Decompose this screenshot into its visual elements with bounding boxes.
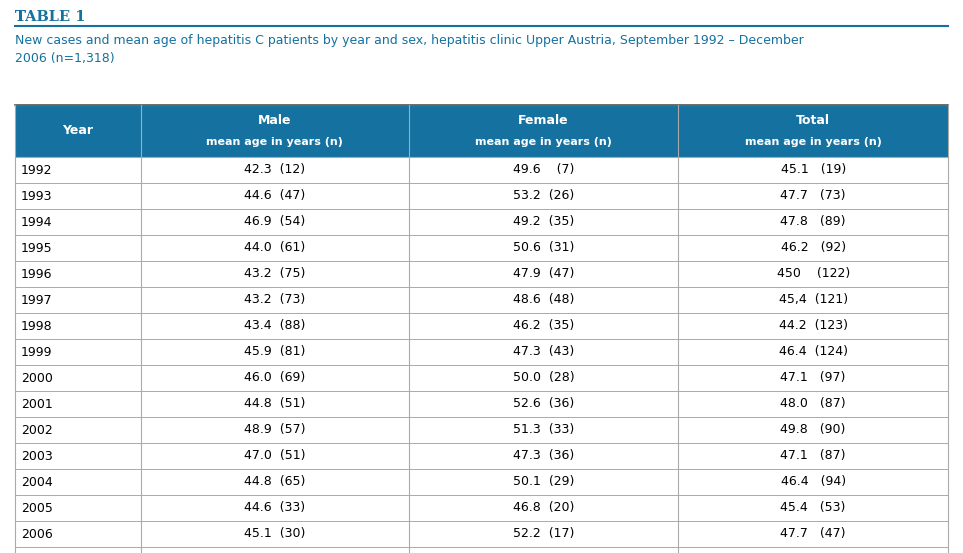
Text: 1999: 1999 — [21, 346, 53, 358]
Bar — [15, 287, 948, 313]
Text: 46.4  (124): 46.4 (124) — [779, 346, 847, 358]
Text: 46.2  (35): 46.2 (35) — [513, 320, 574, 332]
Text: 47.7   (47): 47.7 (47) — [780, 528, 846, 540]
Text: 45,4  (121): 45,4 (121) — [779, 294, 847, 306]
Text: 44.8  (65): 44.8 (65) — [245, 476, 305, 488]
Bar — [15, 495, 948, 521]
Text: 46.0  (69): 46.0 (69) — [245, 372, 305, 384]
Text: 2000: 2000 — [21, 372, 53, 384]
Text: mean age in years (n): mean age in years (n) — [475, 138, 612, 148]
Text: 50.1  (29): 50.1 (29) — [513, 476, 574, 488]
Text: 51.3  (33): 51.3 (33) — [513, 424, 574, 436]
Text: 49.2  (35): 49.2 (35) — [513, 216, 574, 228]
Text: 44.8  (51): 44.8 (51) — [245, 398, 305, 410]
Text: 1995: 1995 — [21, 242, 53, 254]
Bar — [15, 105, 948, 157]
Text: 42.3  (12): 42.3 (12) — [245, 164, 305, 176]
Text: 47.1   (97): 47.1 (97) — [780, 372, 846, 384]
Text: 1998: 1998 — [21, 320, 53, 332]
Bar — [15, 235, 948, 261]
Text: 50.0  (28): 50.0 (28) — [512, 372, 574, 384]
Bar — [15, 261, 948, 287]
Text: 44.0  (61): 44.0 (61) — [245, 242, 305, 254]
Text: 2002: 2002 — [21, 424, 53, 436]
Text: 1996: 1996 — [21, 268, 53, 280]
Text: 45.1  (30): 45.1 (30) — [245, 528, 305, 540]
Text: Year: Year — [63, 124, 93, 138]
Text: Female: Female — [518, 114, 569, 127]
Text: 43.4  (88): 43.4 (88) — [245, 320, 305, 332]
Text: 53.2  (26): 53.2 (26) — [513, 190, 574, 202]
Text: 1992: 1992 — [21, 164, 53, 176]
Text: 45.9  (81): 45.9 (81) — [245, 346, 305, 358]
Bar — [15, 157, 948, 183]
Text: 1997: 1997 — [21, 294, 53, 306]
Text: 46.4   (94): 46.4 (94) — [781, 476, 846, 488]
Text: TABLE 1: TABLE 1 — [15, 10, 86, 24]
Text: 43.2  (73): 43.2 (73) — [245, 294, 305, 306]
Bar — [15, 391, 948, 417]
Text: 46.9  (54): 46.9 (54) — [245, 216, 305, 228]
Text: 1994: 1994 — [21, 216, 53, 228]
Text: 450    (122): 450 (122) — [776, 268, 849, 280]
Text: 44.2  (123): 44.2 (123) — [779, 320, 847, 332]
Bar — [15, 209, 948, 235]
Text: 47.8   (89): 47.8 (89) — [780, 216, 846, 228]
Bar — [15, 339, 948, 365]
Text: 45.1   (19): 45.1 (19) — [781, 164, 846, 176]
Bar — [15, 313, 948, 339]
Text: 2003: 2003 — [21, 450, 53, 462]
Text: 44.6  (33): 44.6 (33) — [245, 502, 305, 514]
Text: Male: Male — [258, 114, 292, 127]
Text: mean age in years (n): mean age in years (n) — [206, 138, 343, 148]
Text: New cases and mean age of hepatitis C patients by year and sex, hepatitis clinic: New cases and mean age of hepatitis C pa… — [15, 34, 804, 65]
Text: 2006: 2006 — [21, 528, 53, 540]
Bar — [15, 183, 948, 209]
Text: 1993: 1993 — [21, 190, 53, 202]
Text: 2004: 2004 — [21, 476, 53, 488]
Bar — [15, 547, 948, 553]
Text: T: T — [15, 10, 26, 24]
Text: 48.9  (57): 48.9 (57) — [244, 424, 305, 436]
Bar — [15, 469, 948, 495]
Text: 47.9  (47): 47.9 (47) — [513, 268, 574, 280]
Text: 45.4   (53): 45.4 (53) — [780, 502, 846, 514]
Text: 43.2  (75): 43.2 (75) — [245, 268, 305, 280]
Text: Total: Total — [796, 114, 830, 127]
Text: 47.1   (87): 47.1 (87) — [780, 450, 846, 462]
Bar — [15, 521, 948, 547]
Text: 49.6    (7): 49.6 (7) — [513, 164, 574, 176]
Text: 47.3  (36): 47.3 (36) — [513, 450, 574, 462]
Text: 46.2   (92): 46.2 (92) — [781, 242, 846, 254]
Text: 52.6  (36): 52.6 (36) — [513, 398, 574, 410]
Bar — [15, 443, 948, 469]
Text: 47.3  (43): 47.3 (43) — [513, 346, 574, 358]
Text: 2005: 2005 — [21, 502, 53, 514]
Bar — [15, 365, 948, 391]
Text: 48.6  (48): 48.6 (48) — [513, 294, 574, 306]
Text: 46.8  (20): 46.8 (20) — [513, 502, 574, 514]
Text: 47.7   (73): 47.7 (73) — [780, 190, 846, 202]
Text: mean age in years (n): mean age in years (n) — [744, 138, 881, 148]
Text: 47.0  (51): 47.0 (51) — [244, 450, 305, 462]
Text: 52.2  (17): 52.2 (17) — [513, 528, 574, 540]
Text: 44.6  (47): 44.6 (47) — [245, 190, 305, 202]
Text: 49.8   (90): 49.8 (90) — [780, 424, 846, 436]
Text: 48.0   (87): 48.0 (87) — [780, 398, 846, 410]
Bar — [15, 417, 948, 443]
Text: 2001: 2001 — [21, 398, 53, 410]
Text: 50.6  (31): 50.6 (31) — [513, 242, 574, 254]
